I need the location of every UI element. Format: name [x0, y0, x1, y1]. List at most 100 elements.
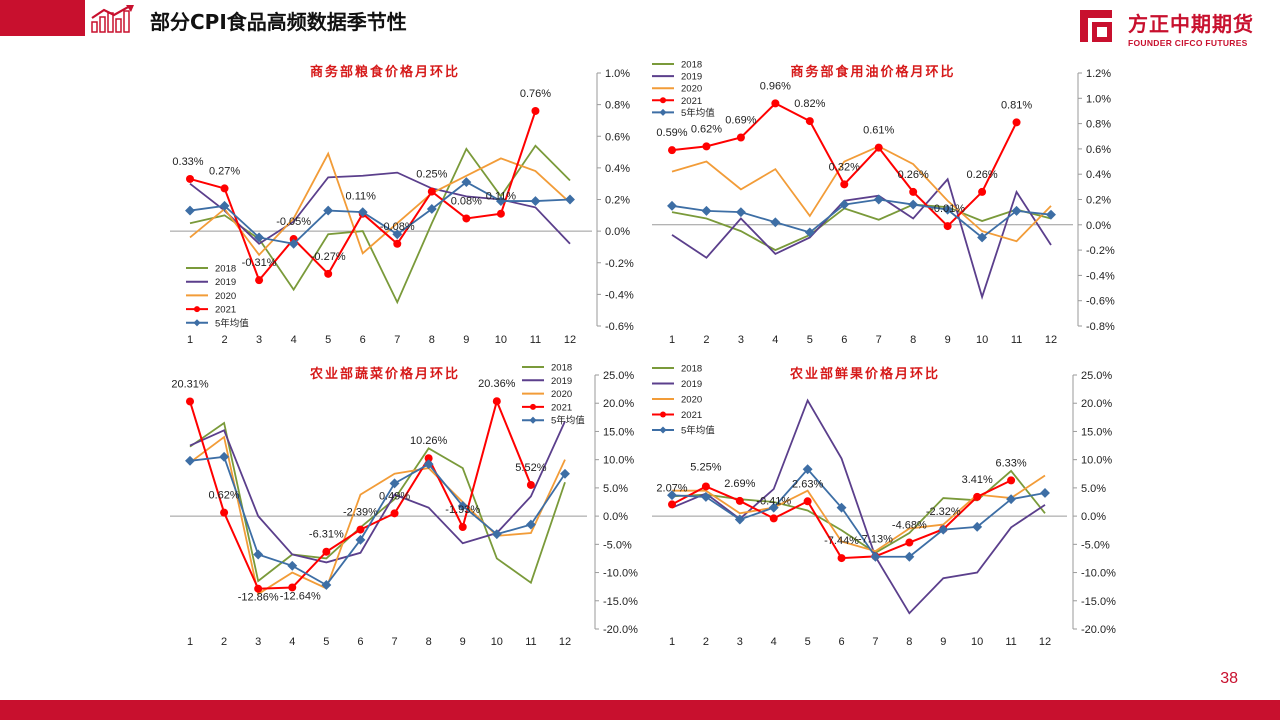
- x-tick-label: 9: [940, 636, 946, 648]
- legend-item: 2018: [522, 363, 572, 374]
- x-tick-label: 12: [559, 636, 571, 648]
- data-point-avg: [804, 227, 815, 238]
- series-2018: [189, 421, 566, 585]
- y-tick-label: 0.8%: [605, 100, 630, 112]
- x-tick-label: 6: [357, 636, 363, 648]
- series-2020: [189, 435, 566, 596]
- data-point-avg: [525, 519, 536, 530]
- data-point-avg: [734, 514, 745, 525]
- data-label: 0.82%: [794, 98, 825, 110]
- data-point-2021: [254, 584, 263, 593]
- x-tick-label: 8: [429, 334, 435, 346]
- y-tick-label: 15.0%: [1081, 426, 1112, 438]
- x-tick-label: 12: [564, 334, 576, 346]
- x-tick-label: 1: [187, 636, 193, 648]
- data-point-2021: [186, 174, 194, 183]
- data-label: -0.01%: [930, 203, 965, 215]
- y-tick-label: 0.0%: [603, 511, 628, 523]
- legend-item: 2021: [186, 305, 236, 316]
- data-label: 10.26%: [410, 435, 448, 447]
- data-point-2021: [1012, 118, 1021, 127]
- x-tick-label: 9: [463, 334, 469, 346]
- legend-label: 5年均值: [215, 317, 249, 329]
- y-tick-label: 10.0%: [1081, 455, 1112, 467]
- data-point-2021: [909, 187, 918, 196]
- x-tick-label: 4: [772, 334, 778, 346]
- series-line: [189, 171, 571, 245]
- data-label: 0.59%: [656, 127, 687, 139]
- data-point-avg: [908, 199, 919, 210]
- y-tick-label: -0.8%: [1086, 321, 1115, 333]
- legend-label: 2018: [551, 363, 572, 374]
- data-point-avg: [1046, 209, 1056, 220]
- data-label: -0.31%: [242, 257, 277, 269]
- chart-title: 农业部鲜果价格月环比: [789, 366, 940, 382]
- legend-marker: [194, 306, 200, 313]
- data-label: 0.96%: [760, 80, 791, 92]
- y-tick-label: 10.0%: [603, 455, 634, 467]
- data-point-avg: [942, 204, 953, 215]
- x-tick-label: 5: [323, 636, 329, 648]
- page-number: 38: [1220, 670, 1238, 687]
- data-label: 2.07%: [656, 482, 687, 494]
- data-label: 0.33%: [172, 156, 203, 168]
- data-label: 6.33%: [995, 457, 1026, 469]
- y-tick-label: -15.0%: [1081, 596, 1116, 608]
- data-point-avg: [938, 524, 949, 535]
- y-tick-label: -0.4%: [605, 289, 634, 301]
- x-tick-label: 3: [255, 636, 261, 648]
- data-label: -0.08%: [380, 221, 415, 233]
- data-label: 2.69%: [724, 478, 755, 490]
- series-line: [671, 177, 1052, 300]
- legend-label: 2020: [681, 84, 702, 95]
- y-tick-label: 0.0%: [1081, 511, 1106, 523]
- legend-label: 2019: [681, 379, 702, 390]
- x-tick-label: 4: [291, 334, 297, 346]
- legend-label: 2018: [681, 60, 702, 71]
- legend-label: 2020: [215, 291, 236, 302]
- data-point-2021: [874, 143, 883, 152]
- x-tick-label: 3: [737, 636, 743, 648]
- legend-item: 5年均值: [186, 317, 249, 329]
- data-label: -2.32%: [926, 506, 961, 518]
- x-tick-label: 12: [1045, 334, 1057, 346]
- data-label: -2.39%: [343, 507, 378, 519]
- x-tick-label: 11: [1005, 636, 1016, 648]
- data-label: 20.31%: [171, 378, 209, 390]
- series-line: [189, 421, 566, 585]
- series-line: [189, 181, 571, 245]
- x-tick-label: 8: [426, 636, 432, 648]
- data-point-avg: [768, 502, 779, 513]
- data-label: -7.13%: [858, 533, 893, 545]
- data-point-avg: [667, 200, 677, 211]
- legend-marker: [660, 411, 666, 418]
- data-label: 0.49%: [379, 490, 410, 502]
- y-tick-label: 5.0%: [1081, 483, 1106, 495]
- data-point-2021: [905, 538, 914, 547]
- chart-title: 商务部粮食价格月环比: [310, 64, 460, 80]
- data-point-2021: [978, 187, 987, 196]
- data-point-avg: [495, 196, 506, 207]
- y-tick-label: -5.0%: [603, 539, 632, 551]
- x-tick-label: 7: [391, 636, 397, 648]
- data-point-avg: [491, 529, 502, 540]
- data-point-2021: [496, 209, 505, 218]
- data-point-avg: [1040, 488, 1050, 498]
- legend-item: 2018: [652, 364, 702, 375]
- series-2021: [668, 476, 1016, 563]
- brand-logo: 方正中期期货 FOUNDER CIFCO FUTURES: [1080, 8, 1254, 48]
- data-label: -6.31%: [309, 529, 344, 541]
- data-point-avg: [870, 551, 881, 562]
- data-label: 0.69%: [725, 115, 756, 127]
- x-tick-label: 10: [971, 636, 983, 648]
- data-point-2021: [736, 133, 745, 142]
- series-2020: [189, 151, 571, 257]
- y-tick-label: 20.0%: [603, 398, 634, 410]
- series-5年均值: [667, 194, 1056, 243]
- x-tick-label: 11: [1011, 334, 1022, 346]
- data-label: 0.26%: [898, 169, 929, 181]
- data-point-2021: [668, 146, 676, 155]
- data-point-avg: [423, 459, 434, 470]
- y-tick-label: 15.0%: [603, 426, 634, 438]
